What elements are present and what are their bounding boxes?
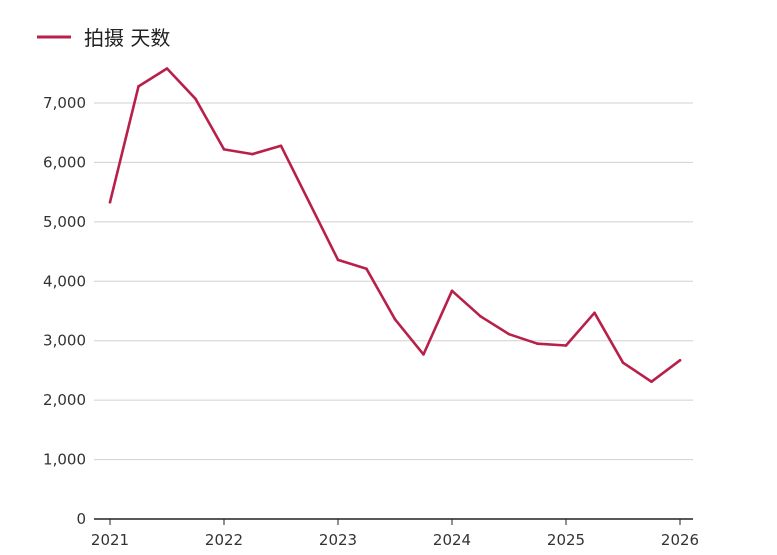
data-point — [678, 359, 682, 362]
data-point — [621, 361, 625, 365]
axes: 0 1,000 2,000 3,000 4,000 5,000 6,000 7,000 2021… — [43, 94, 699, 549]
data-point — [336, 258, 340, 262]
series-line — [108, 67, 682, 384]
y-tick-label: 0 — [76, 510, 86, 528]
gridlines — [94, 102, 693, 461]
data-point — [194, 97, 197, 101]
y-tick-label: 5,000 — [43, 213, 86, 231]
data-point — [137, 85, 140, 88]
data-point — [308, 201, 311, 205]
legend-label: 拍摄 天数 — [84, 26, 170, 50]
data-point — [450, 289, 454, 293]
y-tick-label: 7,000 — [43, 94, 86, 112]
data-point — [422, 353, 425, 356]
data-point — [365, 267, 368, 271]
x-tick-label: 2024 — [433, 531, 471, 549]
x-tick-label: 2023 — [319, 531, 357, 549]
x-tick-label: 2021 — [91, 531, 129, 549]
y-tick-label: 3,000 — [43, 332, 86, 350]
x-tick-label: 2022 — [205, 531, 243, 549]
data-point — [393, 318, 397, 321]
data-point — [251, 152, 254, 156]
series-lines — [108, 67, 682, 384]
y-tick-label: 6,000 — [43, 153, 86, 171]
data-point — [650, 380, 653, 384]
data-point — [564, 344, 568, 347]
data-point — [108, 200, 112, 204]
y-tick-label: 2,000 — [43, 391, 86, 409]
y-tick-label: 4,000 — [43, 272, 86, 290]
legend: 拍摄 天数 — [37, 26, 170, 50]
data-point — [165, 67, 169, 70]
y-tick-label: 1,000 — [43, 451, 86, 469]
data-point — [222, 148, 226, 151]
data-point — [593, 311, 596, 315]
x-tick-label: 2026 — [661, 531, 699, 549]
data-point — [479, 315, 482, 318]
data-point — [279, 144, 283, 148]
data-point — [507, 332, 511, 336]
x-tick-label: 2025 — [547, 531, 585, 549]
data-point — [536, 342, 539, 345]
